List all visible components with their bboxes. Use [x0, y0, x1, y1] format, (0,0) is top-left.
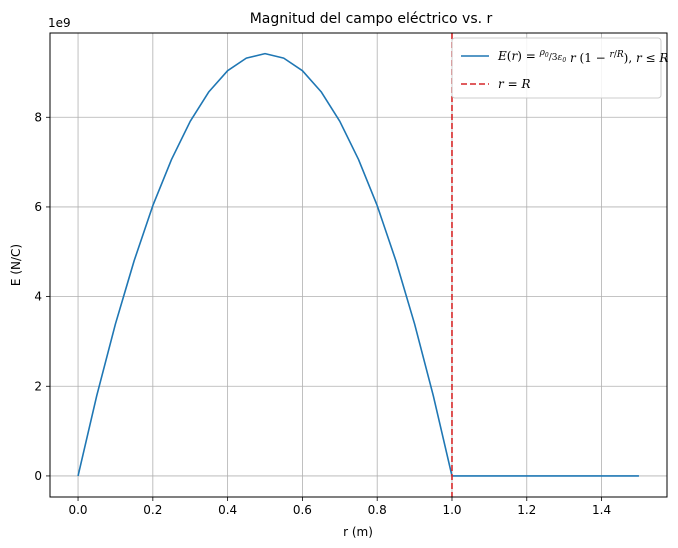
x-tick-label: 0.8: [368, 503, 387, 517]
y-tick-label: 4: [34, 290, 42, 304]
y-tick-label: 2: [34, 379, 42, 393]
legend-label-series-1: E(r) = ρ0/3ε0 r (1 − r/R), r ≤ R: [497, 48, 668, 65]
legend-box: [451, 37, 662, 99]
axis-ticks: 0.0 0.2 0.4 0.6 0.8 1.0 1.2 1.4 0 2 4 6 8: [34, 110, 611, 517]
plot-frame: [49, 32, 668, 498]
x-tick-label: 1.2: [517, 503, 536, 517]
x-tick-label: 0.0: [68, 503, 87, 517]
x-tick-label: 1.4: [592, 503, 611, 517]
legend: E(r) = ρ0/3ε0 r (1 − r/R), r ≤ R r = R: [451, 37, 668, 99]
x-tick-label: 0.2: [143, 503, 162, 517]
grid-lines: [50, 33, 667, 497]
series-layer: [77, 33, 639, 497]
x-tick-label: 0.4: [218, 503, 237, 517]
y-tick-label: 6: [34, 200, 42, 214]
x-tick-label: 1.0: [442, 503, 461, 517]
y-axis-label: E (N/C): [9, 244, 23, 286]
y-axis-offset-text: 1e9: [48, 16, 71, 30]
series-electric-field-line: [77, 52, 639, 477]
x-axis-label: r (m): [343, 525, 373, 539]
y-tick-label: 0: [34, 469, 42, 483]
y-tick-label: 8: [34, 110, 42, 124]
legend-label-series-2: r = R: [498, 77, 530, 91]
x-tick-label: 0.6: [293, 503, 312, 517]
chart-title: Magnitud del campo eléctrico vs. r: [250, 11, 493, 27]
